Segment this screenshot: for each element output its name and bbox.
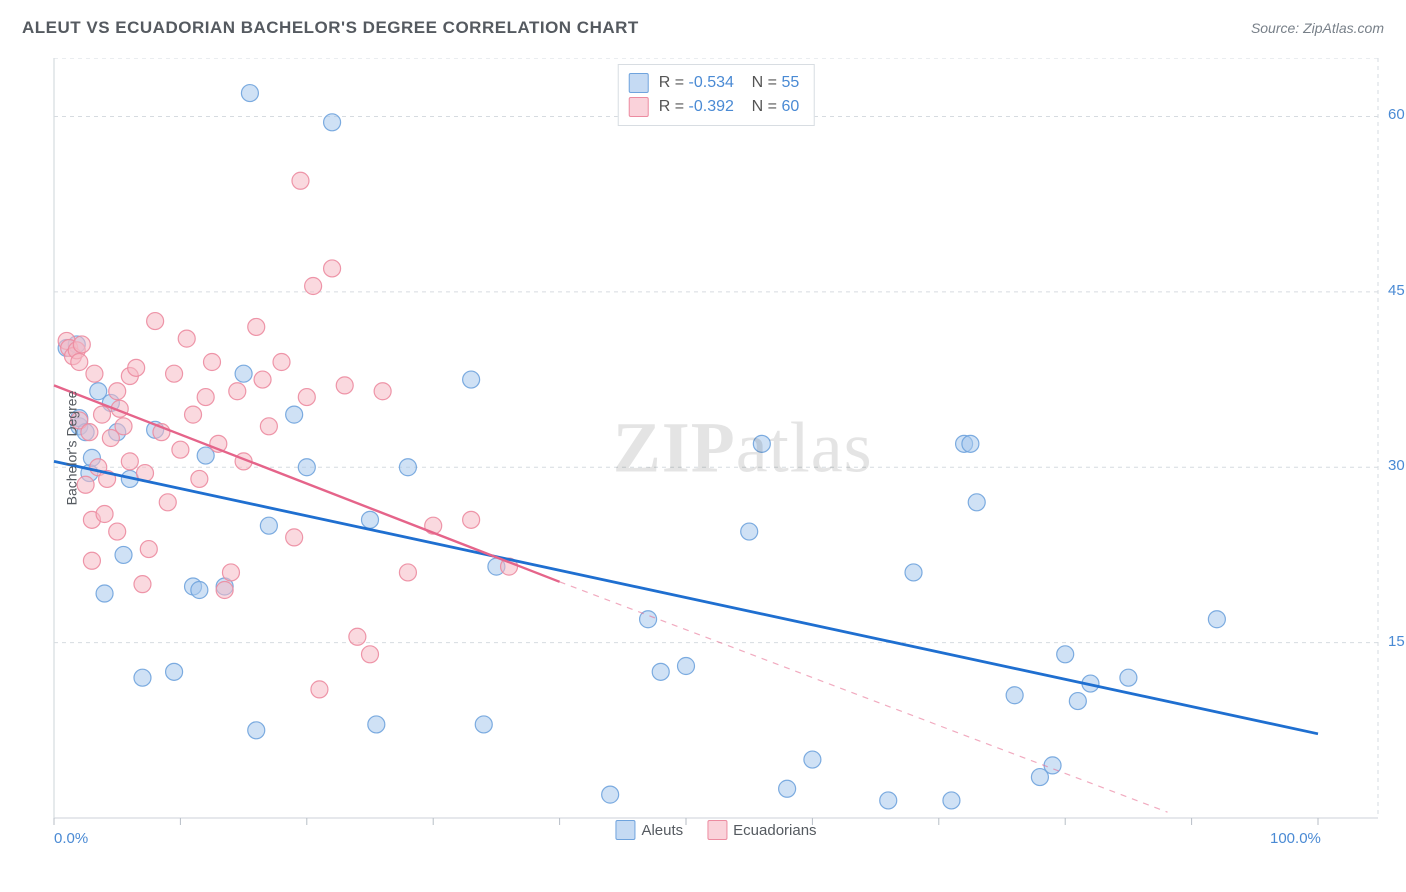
legend-item-ecuadorians: Ecuadorians [707, 820, 816, 840]
x-tick-label: 100.0% [1270, 830, 1321, 847]
chart-header: ALEUT VS ECUADORIAN BACHELOR'S DEGREE CO… [22, 18, 1384, 38]
y-axis-label: Bachelor's Degree [63, 391, 79, 506]
y-tick-label: 15.0% [1388, 633, 1406, 650]
plot-area: Bachelor's Degree ZIPatlas R = -0.534 N … [48, 58, 1384, 838]
swatch-icon [707, 820, 727, 840]
legend-row-ecuadorians: R = -0.392 N = 60 [629, 95, 800, 119]
legend-item-aleuts: Aleuts [615, 820, 683, 840]
x-tick-label: 0.0% [54, 830, 88, 847]
swatch-aleuts [629, 73, 649, 93]
legend-series: Aleuts Ecuadorians [615, 820, 816, 840]
y-tick-label: 45.0% [1388, 282, 1406, 299]
y-tick-label: 30.0% [1388, 457, 1406, 474]
chart-source: Source: ZipAtlas.com [1251, 20, 1384, 36]
y-tick-label: 60.0% [1388, 106, 1406, 123]
swatch-icon [615, 820, 635, 840]
swatch-ecuadorians [629, 97, 649, 117]
chart-title: ALEUT VS ECUADORIAN BACHELOR'S DEGREE CO… [22, 18, 639, 38]
scatter-svg [48, 58, 1384, 838]
legend-row-aleuts: R = -0.534 N = 55 [629, 71, 800, 95]
legend-correlation: R = -0.534 N = 55 R = -0.392 N = 60 [618, 64, 815, 126]
